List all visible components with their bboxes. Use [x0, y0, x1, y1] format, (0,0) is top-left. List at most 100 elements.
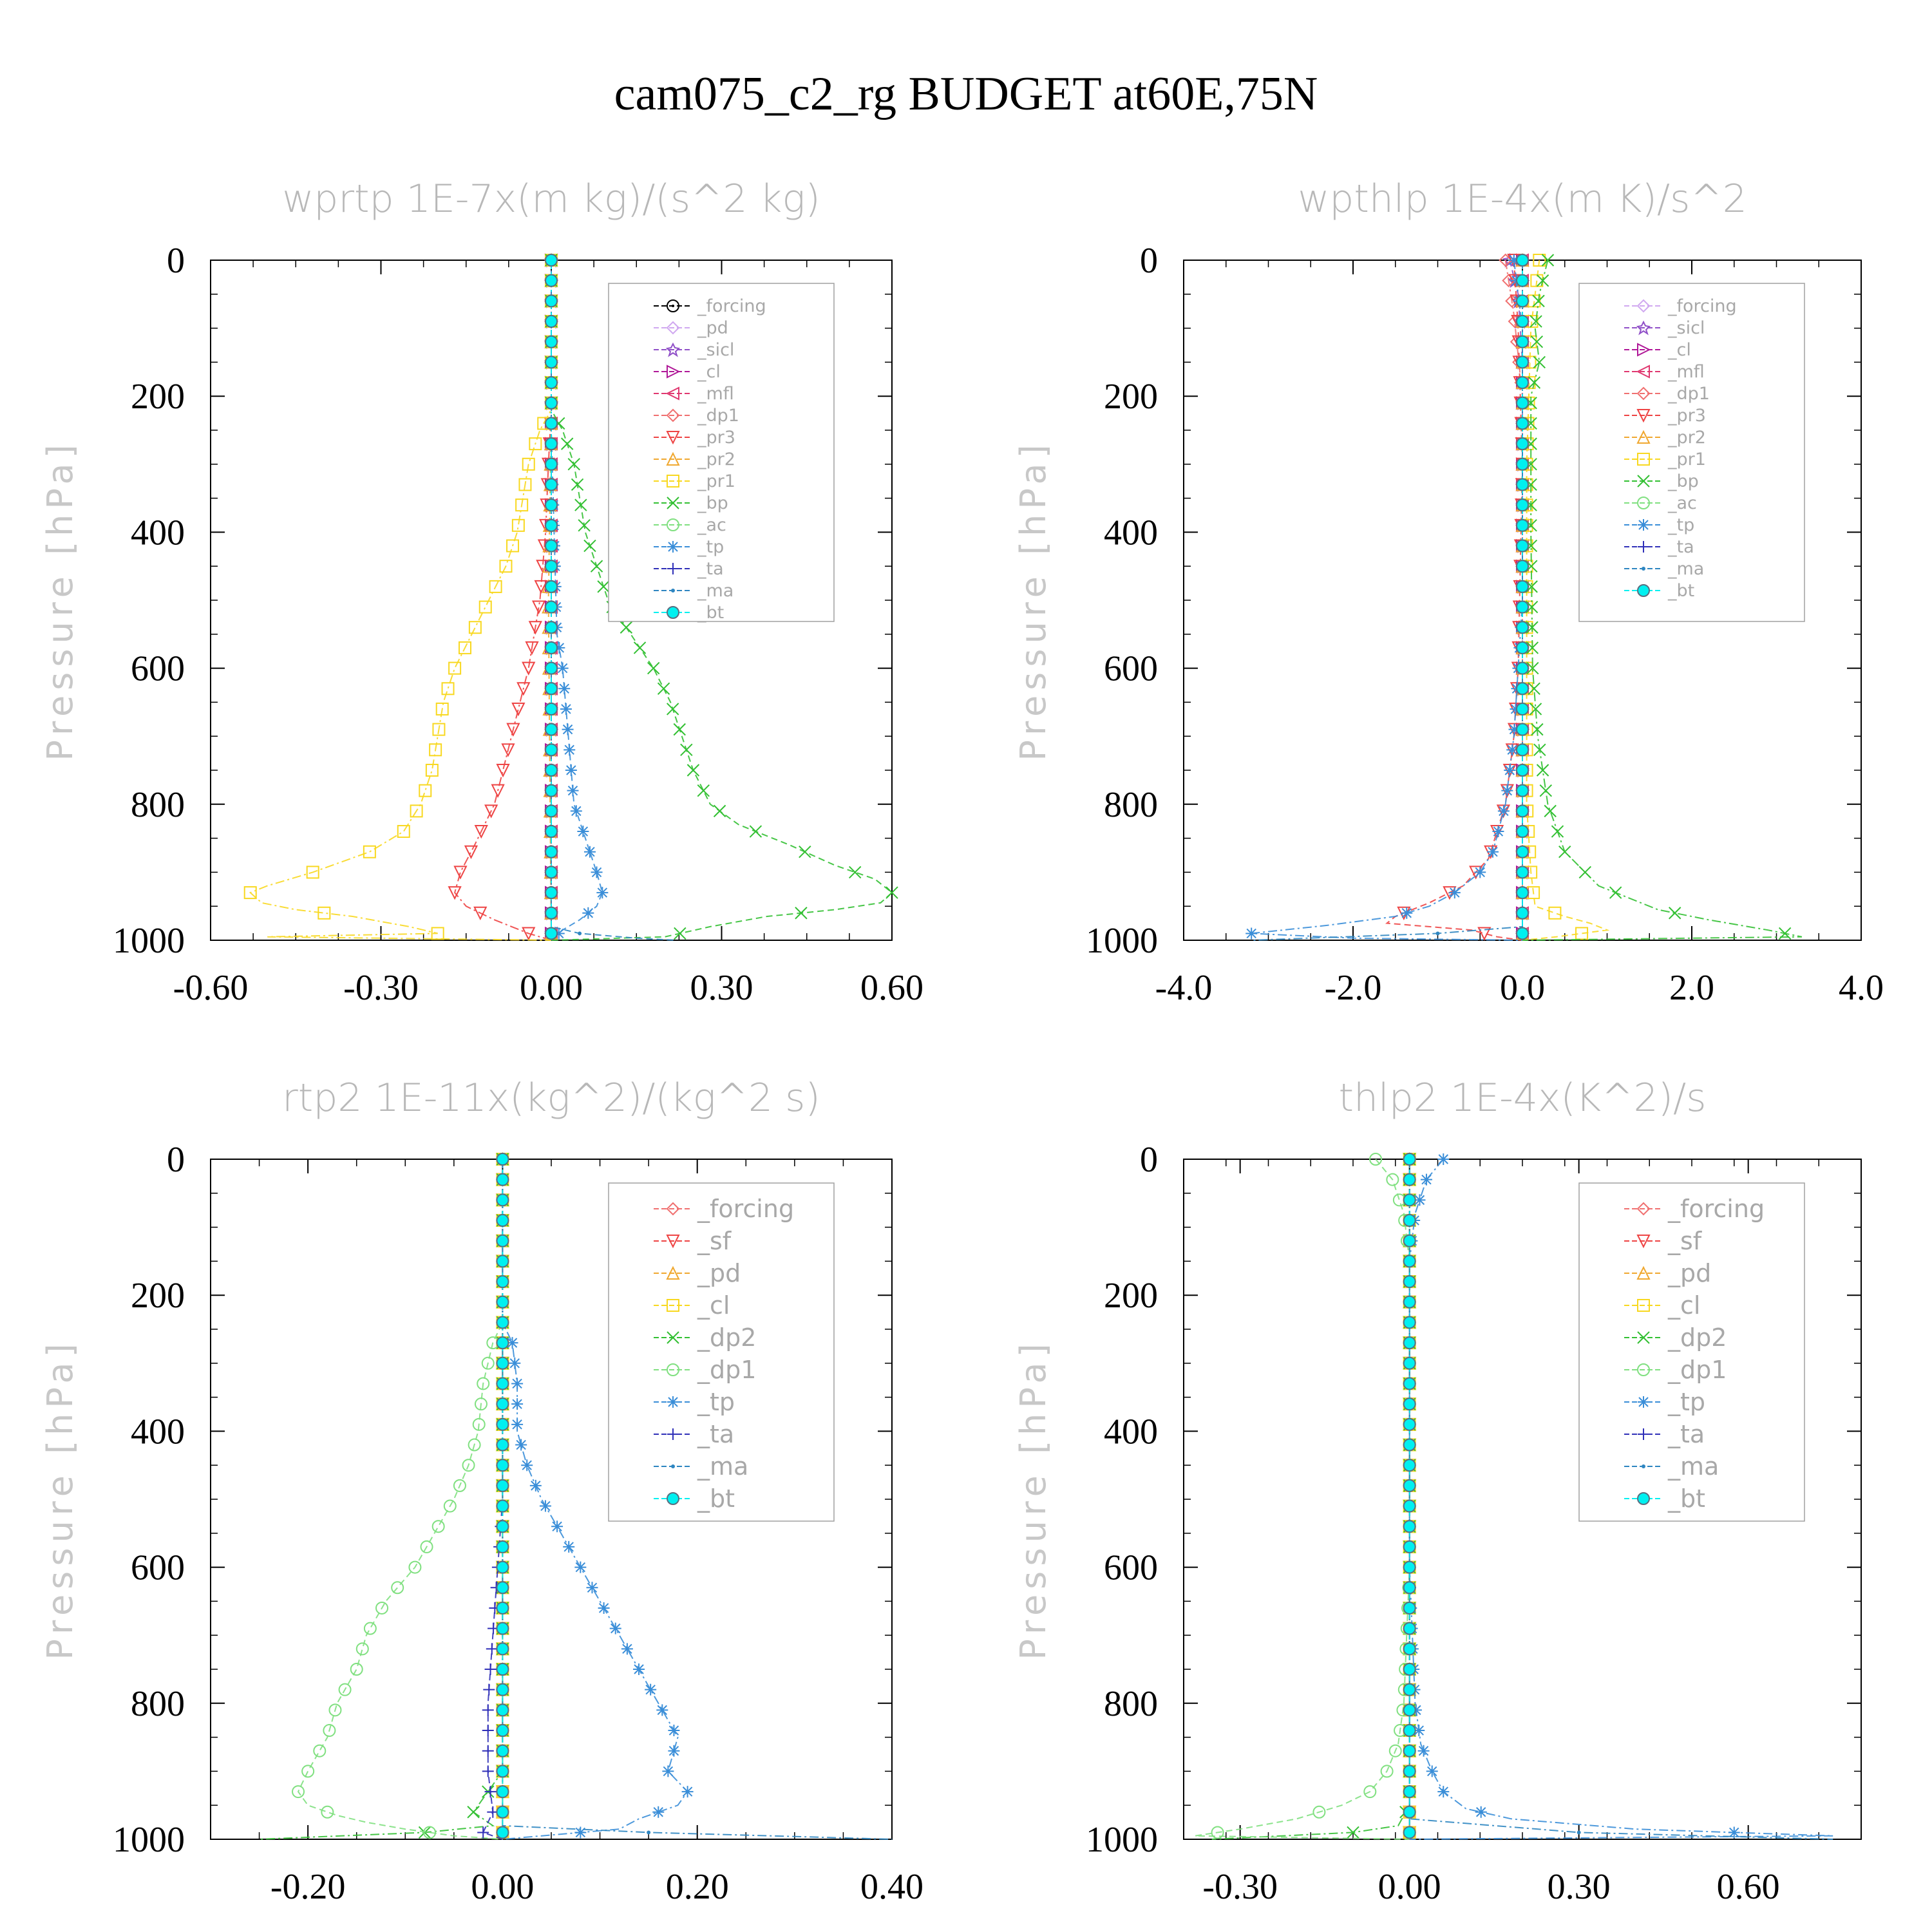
- series-marker: [545, 254, 558, 267]
- series-marker: [443, 1499, 457, 1513]
- legend-marker: [667, 1331, 679, 1344]
- series-marker: [1403, 1153, 1416, 1166]
- series-marker: [545, 661, 558, 675]
- series-marker: [410, 804, 423, 818]
- legend-label: _pd: [1667, 1259, 1711, 1287]
- legend-marker: [1637, 343, 1651, 357]
- series-marker: [1403, 1826, 1416, 1839]
- series-marker: [496, 1397, 509, 1411]
- series-marker: [448, 661, 462, 675]
- series-marker: [1532, 294, 1545, 308]
- series-marker: [425, 764, 439, 777]
- legend-box: [608, 1182, 835, 1522]
- series-marker: [1401, 907, 1413, 919]
- series-marker: [545, 498, 558, 512]
- series-marker: [1403, 1356, 1416, 1370]
- series-marker: [567, 458, 580, 471]
- x-tick-label: 0.40: [860, 1867, 923, 1907]
- series-marker: [674, 927, 687, 940]
- panel-title: rtp2 1E-11x(kg^2)/(kg^2 s): [282, 1075, 820, 1121]
- series-marker: [1508, 254, 1520, 266]
- legend-label: _dp1: [1667, 1356, 1727, 1384]
- legend-label: _bt: [697, 1484, 735, 1513]
- legend-label: _sicl: [697, 340, 734, 360]
- series-marker: [1403, 1275, 1416, 1289]
- series-marker: [496, 1805, 509, 1819]
- legend-label: _pr3: [697, 428, 735, 448]
- series-marker: [545, 518, 558, 532]
- series-marker: [1516, 702, 1529, 715]
- series-marker: [1530, 315, 1542, 328]
- series-marker: [621, 1643, 633, 1655]
- series-marker: [496, 1560, 509, 1574]
- series-marker: [1558, 846, 1571, 858]
- series-marker: [564, 744, 576, 756]
- x-tick-label: 0.60: [1717, 1867, 1780, 1907]
- series-marker: [1541, 254, 1555, 267]
- series-marker: [656, 1704, 668, 1716]
- series-marker: [1516, 498, 1529, 512]
- series-marker: [1245, 927, 1258, 940]
- series-marker: [1403, 1805, 1416, 1819]
- series-marker: [328, 1703, 342, 1717]
- y-tick-label: 0: [1140, 1140, 1158, 1180]
- series-marker: [1516, 845, 1529, 858]
- legend-label: _bp: [697, 493, 728, 513]
- y-tick-label: 0: [167, 241, 185, 281]
- series-marker: [565, 764, 577, 776]
- series-marker: [431, 927, 444, 940]
- series-marker: [489, 580, 502, 593]
- y-tick-label: 0: [1140, 241, 1158, 281]
- y-tick-label: 200: [131, 377, 185, 417]
- series-marker: [570, 805, 582, 817]
- legend-marker: [1638, 541, 1649, 553]
- series-marker: [645, 1683, 657, 1696]
- series-marker: [1526, 661, 1539, 675]
- legend-marker: [666, 408, 680, 422]
- series-marker: [496, 1479, 509, 1492]
- series-marker: [545, 723, 558, 736]
- series-marker: [511, 518, 525, 532]
- panel-title: wpthlp 1E-4x(m K)/s^2: [1298, 176, 1747, 222]
- legend-marker: [1636, 1265, 1651, 1280]
- series-marker: [534, 580, 548, 594]
- series-marker: [1474, 866, 1486, 878]
- legend-label: _bt: [1667, 581, 1694, 601]
- series-marker: [1403, 1642, 1416, 1656]
- legend-label: _forcing: [1667, 1195, 1765, 1223]
- series-marker: [545, 764, 558, 777]
- legend-label: _mfl: [697, 384, 734, 404]
- series-marker: [1403, 1234, 1416, 1247]
- series-marker: [506, 539, 520, 553]
- y-tick-label: 1000: [113, 1820, 185, 1860]
- series-marker: [1516, 376, 1529, 390]
- series-line: [1211, 1159, 1410, 1840]
- series-marker: [522, 457, 535, 471]
- series-marker: [590, 560, 603, 573]
- legend-marker: [667, 475, 679, 488]
- series-marker: [355, 1642, 369, 1656]
- series-marker: [668, 1725, 680, 1737]
- series-marker: [886, 886, 898, 899]
- series-marker: [496, 1765, 509, 1778]
- series-marker: [545, 825, 558, 838]
- series-marker: [713, 804, 726, 818]
- series-marker: [1403, 1785, 1416, 1799]
- series-marker: [511, 1418, 524, 1430]
- series-marker: [1403, 1459, 1416, 1472]
- series-marker: [511, 702, 526, 717]
- series-group: [1195, 1151, 1833, 1840]
- series-marker: [338, 1683, 352, 1696]
- y-tick-label: 400: [1104, 1412, 1158, 1452]
- series-marker: [473, 906, 488, 920]
- series-marker: [1504, 764, 1516, 776]
- series-marker: [1516, 784, 1529, 797]
- legend: _forcing _sf _pd _cl _dp2 _dp1 _tp _ta _ma _bt: [1578, 1182, 1805, 1522]
- series-marker: [496, 1295, 509, 1309]
- series-marker: [515, 498, 529, 512]
- series-marker: [496, 1622, 509, 1635]
- legend-marker: [666, 1202, 680, 1216]
- series-marker: [578, 519, 591, 532]
- x-tick-label: 0.30: [1548, 1867, 1611, 1907]
- x-tick-label: 0.00: [520, 968, 583, 1008]
